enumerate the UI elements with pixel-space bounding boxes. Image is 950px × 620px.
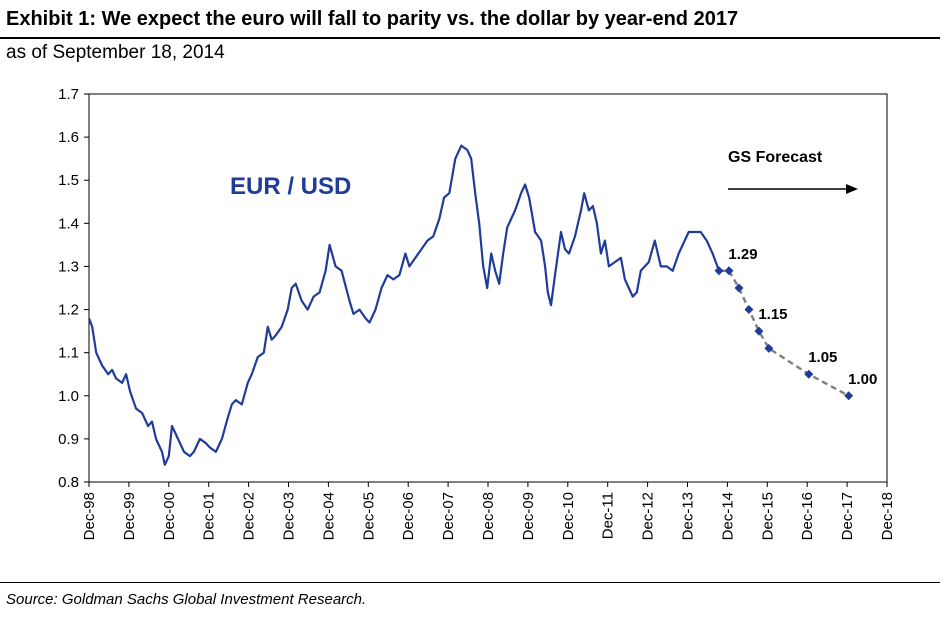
x-tick-label: Dec-04 — [320, 492, 337, 540]
exhibit-subtitle: as of September 18, 2014 — [6, 42, 225, 63]
x-tick-label: Dec-18 — [879, 492, 896, 540]
forecast-point — [724, 266, 734, 276]
x-tick-label: Dec-06 — [400, 492, 417, 540]
x-tick-label: Dec-13 — [680, 492, 697, 540]
y-tick-label: 1.6 — [58, 129, 79, 146]
x-tick-label: Dec-12 — [640, 492, 657, 540]
forecast-markers — [714, 266, 854, 401]
forecast-point — [844, 391, 854, 401]
y-tick-label: 1.4 — [58, 215, 79, 232]
y-tick-label: 1.0 — [58, 388, 79, 405]
x-tick-label: Dec-00 — [161, 492, 178, 540]
y-tick-label: 0.8 — [58, 474, 79, 491]
forecast-point — [734, 283, 744, 293]
forecast-annotation-label: GS Forecast — [728, 149, 823, 166]
forecast-point — [714, 266, 724, 276]
forecast-value-label: 1.00 — [848, 371, 877, 388]
x-tick-label: Dec-99 — [121, 492, 138, 540]
x-tick-label: Dec-05 — [360, 492, 377, 540]
x-tick-label: Dec-03 — [281, 492, 298, 540]
source-divider — [0, 582, 940, 583]
source-note: Source: Goldman Sachs Global Investment … — [6, 591, 367, 608]
x-tick-label: Dec-02 — [241, 492, 258, 540]
x-tick-label: Dec-09 — [520, 492, 537, 540]
forecast-value-label: 1.15 — [758, 306, 787, 323]
forecast-point — [744, 305, 754, 315]
x-tick-label: Dec-98 — [81, 492, 98, 540]
title-divider — [0, 37, 940, 39]
y-tick-label: 1.3 — [58, 258, 79, 275]
series-label: EUR / USD — [230, 173, 351, 200]
forecast-arrow-icon — [846, 184, 858, 194]
x-tick-label: Dec-11 — [600, 492, 617, 539]
x-tick-label: Dec-10 — [560, 492, 577, 540]
x-tick-label: Dec-17 — [839, 492, 856, 540]
x-tick-label: Dec-14 — [719, 492, 736, 540]
y-tick-label: 1.1 — [58, 345, 79, 362]
y-tick-label: 1.2 — [58, 302, 79, 319]
y-axis: 0.8 0.9 1.0 1.1 1.2 1.3 1.4 1.5 1.6 1.7 — [58, 86, 89, 491]
x-tick-label: Dec-01 — [201, 492, 218, 540]
y-tick-label: 0.9 — [58, 431, 79, 448]
y-tick-label: 1.7 — [58, 86, 79, 103]
forecast-point — [764, 343, 774, 353]
eur-usd-history-line — [87, 144, 721, 466]
forecast-point — [804, 369, 814, 379]
x-tick-label: Dec-15 — [759, 492, 776, 540]
x-tick-label: Dec-16 — [799, 492, 816, 540]
exhibit-title: Exhibit 1: We expect the euro will fall … — [6, 8, 739, 30]
y-tick-label: 1.5 — [58, 172, 79, 189]
gs-forecast-line — [719, 269, 850, 397]
x-tick-label: Dec-08 — [480, 492, 497, 540]
x-tick-label: Dec-07 — [440, 492, 457, 540]
x-axis: Dec-98 Dec-99 Dec-00 Dec-01 Dec-02 Dec-03 Dec-… — [81, 482, 896, 540]
forecast-point — [754, 326, 764, 336]
forecast-value-label: 1.05 — [808, 349, 837, 366]
eur-usd-chart: 0.80.91.01.11.21.31.41.51.61.7 Dec-98 Dec… — [58, 86, 896, 540]
forecast-value-label: 1.29 — [728, 246, 757, 263]
forecast-data-labels: 1.29 1.15 1.05 1.00 — [728, 246, 877, 388]
